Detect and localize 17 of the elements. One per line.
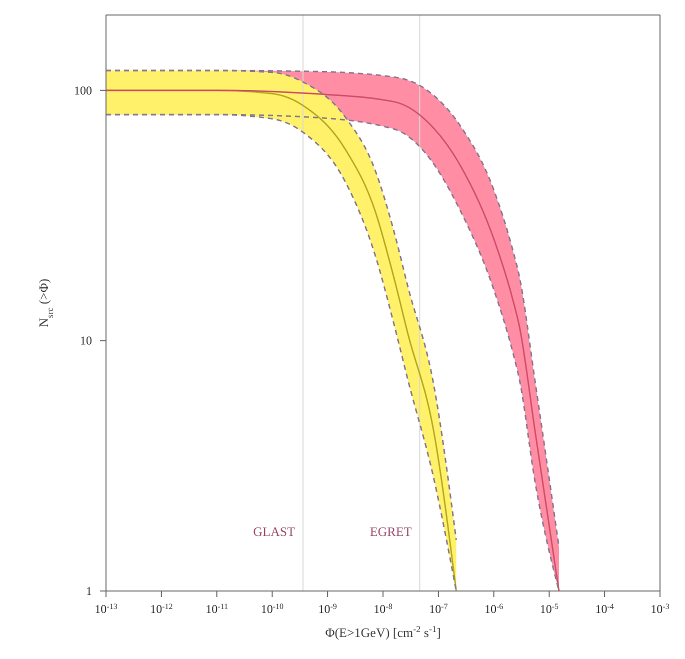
x-tick-label: 10$^{-4}$ bbox=[595, 602, 614, 616]
y-tick-label: 100 bbox=[74, 83, 92, 98]
ref-line-label: GLAST bbox=[253, 524, 296, 539]
x-tick-label: 10$^{-3}$ bbox=[650, 602, 670, 616]
x-tick-label: 10$^{-13}$ bbox=[94, 602, 118, 616]
ref-line-label: EGRET bbox=[370, 524, 412, 539]
x-tick-label: 10$^{-6}$ bbox=[484, 602, 504, 616]
x-tick-label: 10$^{-7}$ bbox=[429, 602, 448, 616]
y-tick-label: 1 bbox=[86, 584, 92, 598]
x-tick-label: 10$^{-8}$ bbox=[374, 602, 392, 616]
y-tick-label: 10 bbox=[80, 334, 92, 348]
x-tick-label: 10$^{-12}$ bbox=[150, 602, 173, 616]
x-tick-label: 10$^{-5}$ bbox=[540, 602, 559, 616]
x-tick-label: 10$^{-10}$ bbox=[260, 602, 284, 616]
x-tick-label: 10$^{-9}$ bbox=[318, 602, 337, 616]
x-axis-title: Φ(E>1GeV) [cm$^{-2}$ s$^{-1}$] bbox=[325, 624, 441, 640]
x-tick-label: 10$^{-11}$ bbox=[206, 602, 228, 616]
